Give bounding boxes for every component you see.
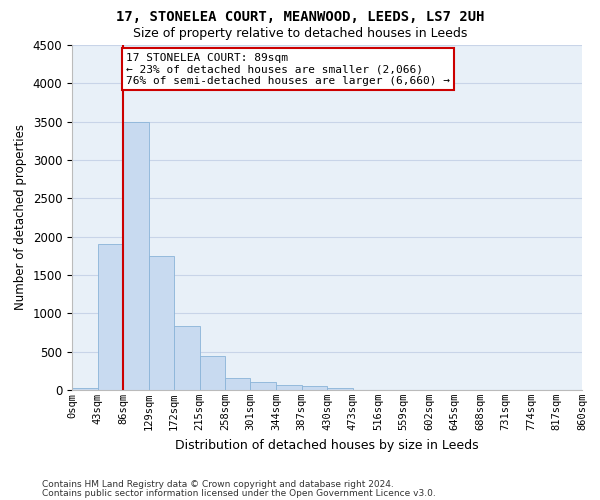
Bar xyxy=(123,122,149,390)
Text: Contains HM Land Registry data © Crown copyright and database right 2024.: Contains HM Land Registry data © Crown c… xyxy=(42,480,394,489)
Bar xyxy=(174,326,199,390)
Text: 17, STONELEA COURT, MEANWOOD, LEEDS, LS7 2UH: 17, STONELEA COURT, MEANWOOD, LEEDS, LS7… xyxy=(116,10,484,24)
Bar xyxy=(97,244,123,390)
Y-axis label: Number of detached properties: Number of detached properties xyxy=(14,124,27,310)
Bar xyxy=(302,386,327,390)
Bar xyxy=(327,388,353,390)
Bar xyxy=(199,356,225,390)
Text: Size of property relative to detached houses in Leeds: Size of property relative to detached ho… xyxy=(133,28,467,40)
Text: Contains public sector information licensed under the Open Government Licence v3: Contains public sector information licen… xyxy=(42,490,436,498)
Bar xyxy=(276,385,302,390)
Bar xyxy=(72,388,97,390)
Bar xyxy=(225,378,251,390)
Bar xyxy=(149,256,174,390)
X-axis label: Distribution of detached houses by size in Leeds: Distribution of detached houses by size … xyxy=(175,438,479,452)
Bar xyxy=(251,382,276,390)
Text: 17 STONELEA COURT: 89sqm
← 23% of detached houses are smaller (2,066)
76% of sem: 17 STONELEA COURT: 89sqm ← 23% of detach… xyxy=(126,52,450,86)
